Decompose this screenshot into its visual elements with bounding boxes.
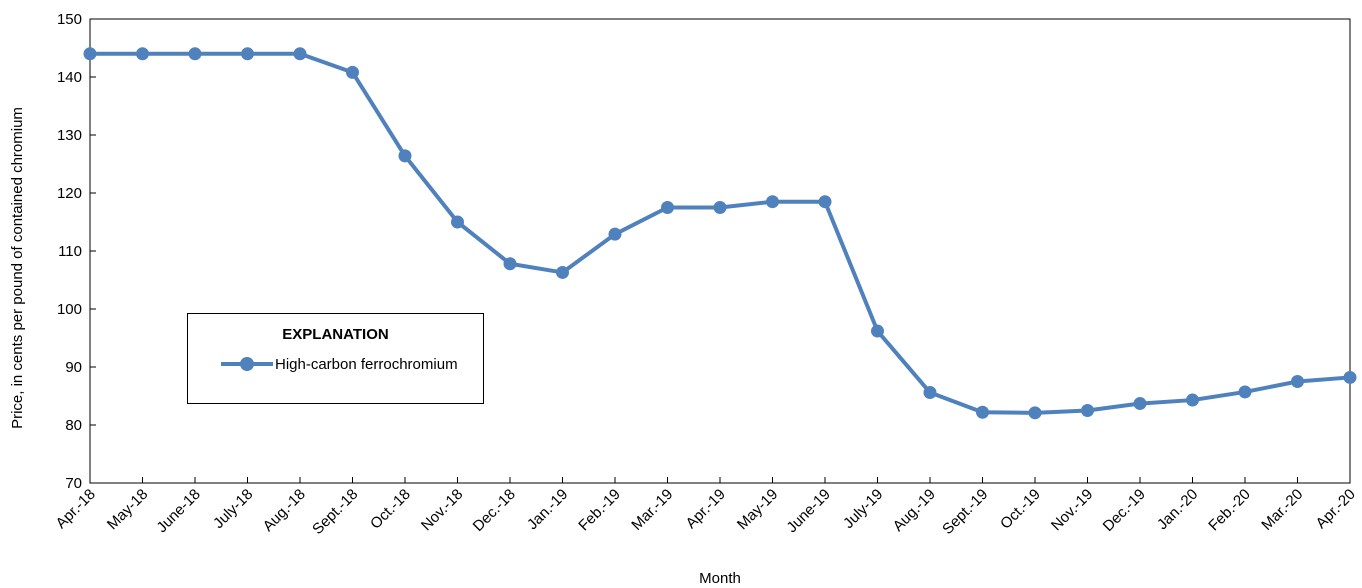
- x-axis-title: Month: [699, 570, 741, 587]
- y-tick-label: 110: [58, 243, 82, 260]
- x-tick-label: Aug.-18: [260, 486, 309, 535]
- x-tick-label: Sept.-18: [309, 486, 361, 538]
- data-point: [1081, 404, 1094, 417]
- x-tick-label: Sept.-19: [939, 486, 991, 538]
- x-tick-label: Mar.-19: [628, 486, 676, 534]
- data-point: [556, 265, 569, 279]
- y-tick-label: 100: [57, 301, 82, 318]
- x-tick-label: Jan.-19: [524, 486, 571, 533]
- data-point: [1291, 375, 1304, 388]
- x-tick-label: May-18: [104, 486, 151, 533]
- data-point: [241, 47, 254, 61]
- data-point: [1186, 393, 1199, 407]
- data-point: [83, 47, 97, 61]
- x-tick-label: Aug.-19: [890, 486, 939, 535]
- data-point: [608, 227, 622, 241]
- legend-marker-sample: [240, 357, 254, 371]
- data-point: [976, 405, 989, 419]
- data-point: [713, 201, 727, 214]
- x-tick-label: Apr.-19: [683, 486, 729, 532]
- x-tick-label: Feb.-20: [1205, 486, 1254, 535]
- y-tick-label: 70: [65, 475, 82, 492]
- x-tick-label: June-18: [153, 486, 203, 536]
- data-point: [503, 257, 517, 271]
- x-axis: Apr.-18 May-18 June-18 July-18 Aug.-18 Sept.-…: [53, 477, 1359, 538]
- data-point: [766, 195, 779, 209]
- x-tick-label: Apr.-20: [1313, 486, 1359, 532]
- y-tick-label: 120: [57, 185, 82, 202]
- y-tick-label: 90: [65, 359, 82, 376]
- data-point: [661, 201, 674, 214]
- data-point: [293, 47, 307, 61]
- data-point: [923, 386, 937, 400]
- x-tick-label: Mar.-20: [1258, 486, 1306, 534]
- series-layer: [83, 47, 1357, 420]
- x-tick-label: Dec.-18: [470, 486, 519, 535]
- x-tick-label: Apr.-18: [53, 486, 99, 532]
- legend-entry: High-carbon ferrochromium: [221, 354, 458, 374]
- data-point: [188, 47, 202, 61]
- x-tick-label: May-19: [734, 486, 781, 533]
- x-tick-label: July-18: [210, 486, 256, 532]
- data-point: [136, 47, 149, 61]
- data-point: [451, 215, 464, 229]
- data-point: [1343, 370, 1357, 384]
- data-point: [398, 149, 412, 163]
- y-tick-label: 130: [57, 127, 82, 144]
- y-tick-label: 140: [57, 69, 82, 86]
- x-tick-label: July-19: [840, 486, 886, 532]
- x-tick-label: Dec.-19: [1100, 486, 1149, 535]
- x-tick-label: Feb.-19: [575, 486, 624, 535]
- x-tick-label: Oct.-18: [367, 486, 414, 533]
- plot-border: [89, 18, 1351, 484]
- legend-swatch: [221, 354, 273, 374]
- data-point: [818, 195, 832, 209]
- y-tick-label: 150: [57, 11, 82, 28]
- x-tick-label: Nov.-18: [418, 486, 466, 534]
- legend-title: EXPLANATION: [282, 326, 389, 343]
- legend: EXPLANATION High-carbon ferrochromium: [187, 313, 484, 404]
- data-point: [1133, 397, 1147, 411]
- x-tick-label: June-19: [783, 486, 833, 536]
- legend-label: High-carbon ferrochromium: [275, 355, 458, 373]
- data-point: [346, 65, 359, 79]
- plot-area: [89, 18, 1351, 484]
- x-tick-label: Oct.-19: [997, 486, 1044, 533]
- y-tick-label: 80: [65, 417, 82, 434]
- x-tick-label: Nov.-19: [1048, 486, 1096, 534]
- y-axis-title: Price, in cents per pound of contained c…: [9, 107, 26, 429]
- data-point: [1028, 406, 1042, 420]
- data-point: [1238, 385, 1252, 399]
- y-axis: 70 80 90 100 110 120 130 140 150: [57, 11, 96, 492]
- x-tick-label: Jan.-20: [1154, 486, 1201, 533]
- data-point: [871, 324, 884, 338]
